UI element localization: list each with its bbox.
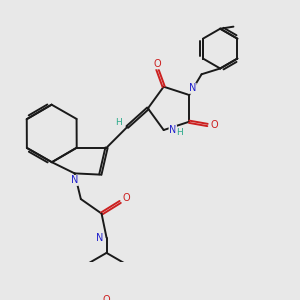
Text: O: O bbox=[154, 59, 161, 69]
Text: O: O bbox=[123, 193, 130, 203]
Text: O: O bbox=[211, 120, 218, 130]
Text: N: N bbox=[189, 83, 196, 93]
Text: H: H bbox=[116, 118, 122, 127]
Text: N: N bbox=[169, 125, 176, 135]
Text: O: O bbox=[103, 295, 110, 300]
Text: N: N bbox=[96, 232, 103, 243]
Text: H: H bbox=[176, 128, 183, 136]
Text: N: N bbox=[71, 176, 78, 185]
